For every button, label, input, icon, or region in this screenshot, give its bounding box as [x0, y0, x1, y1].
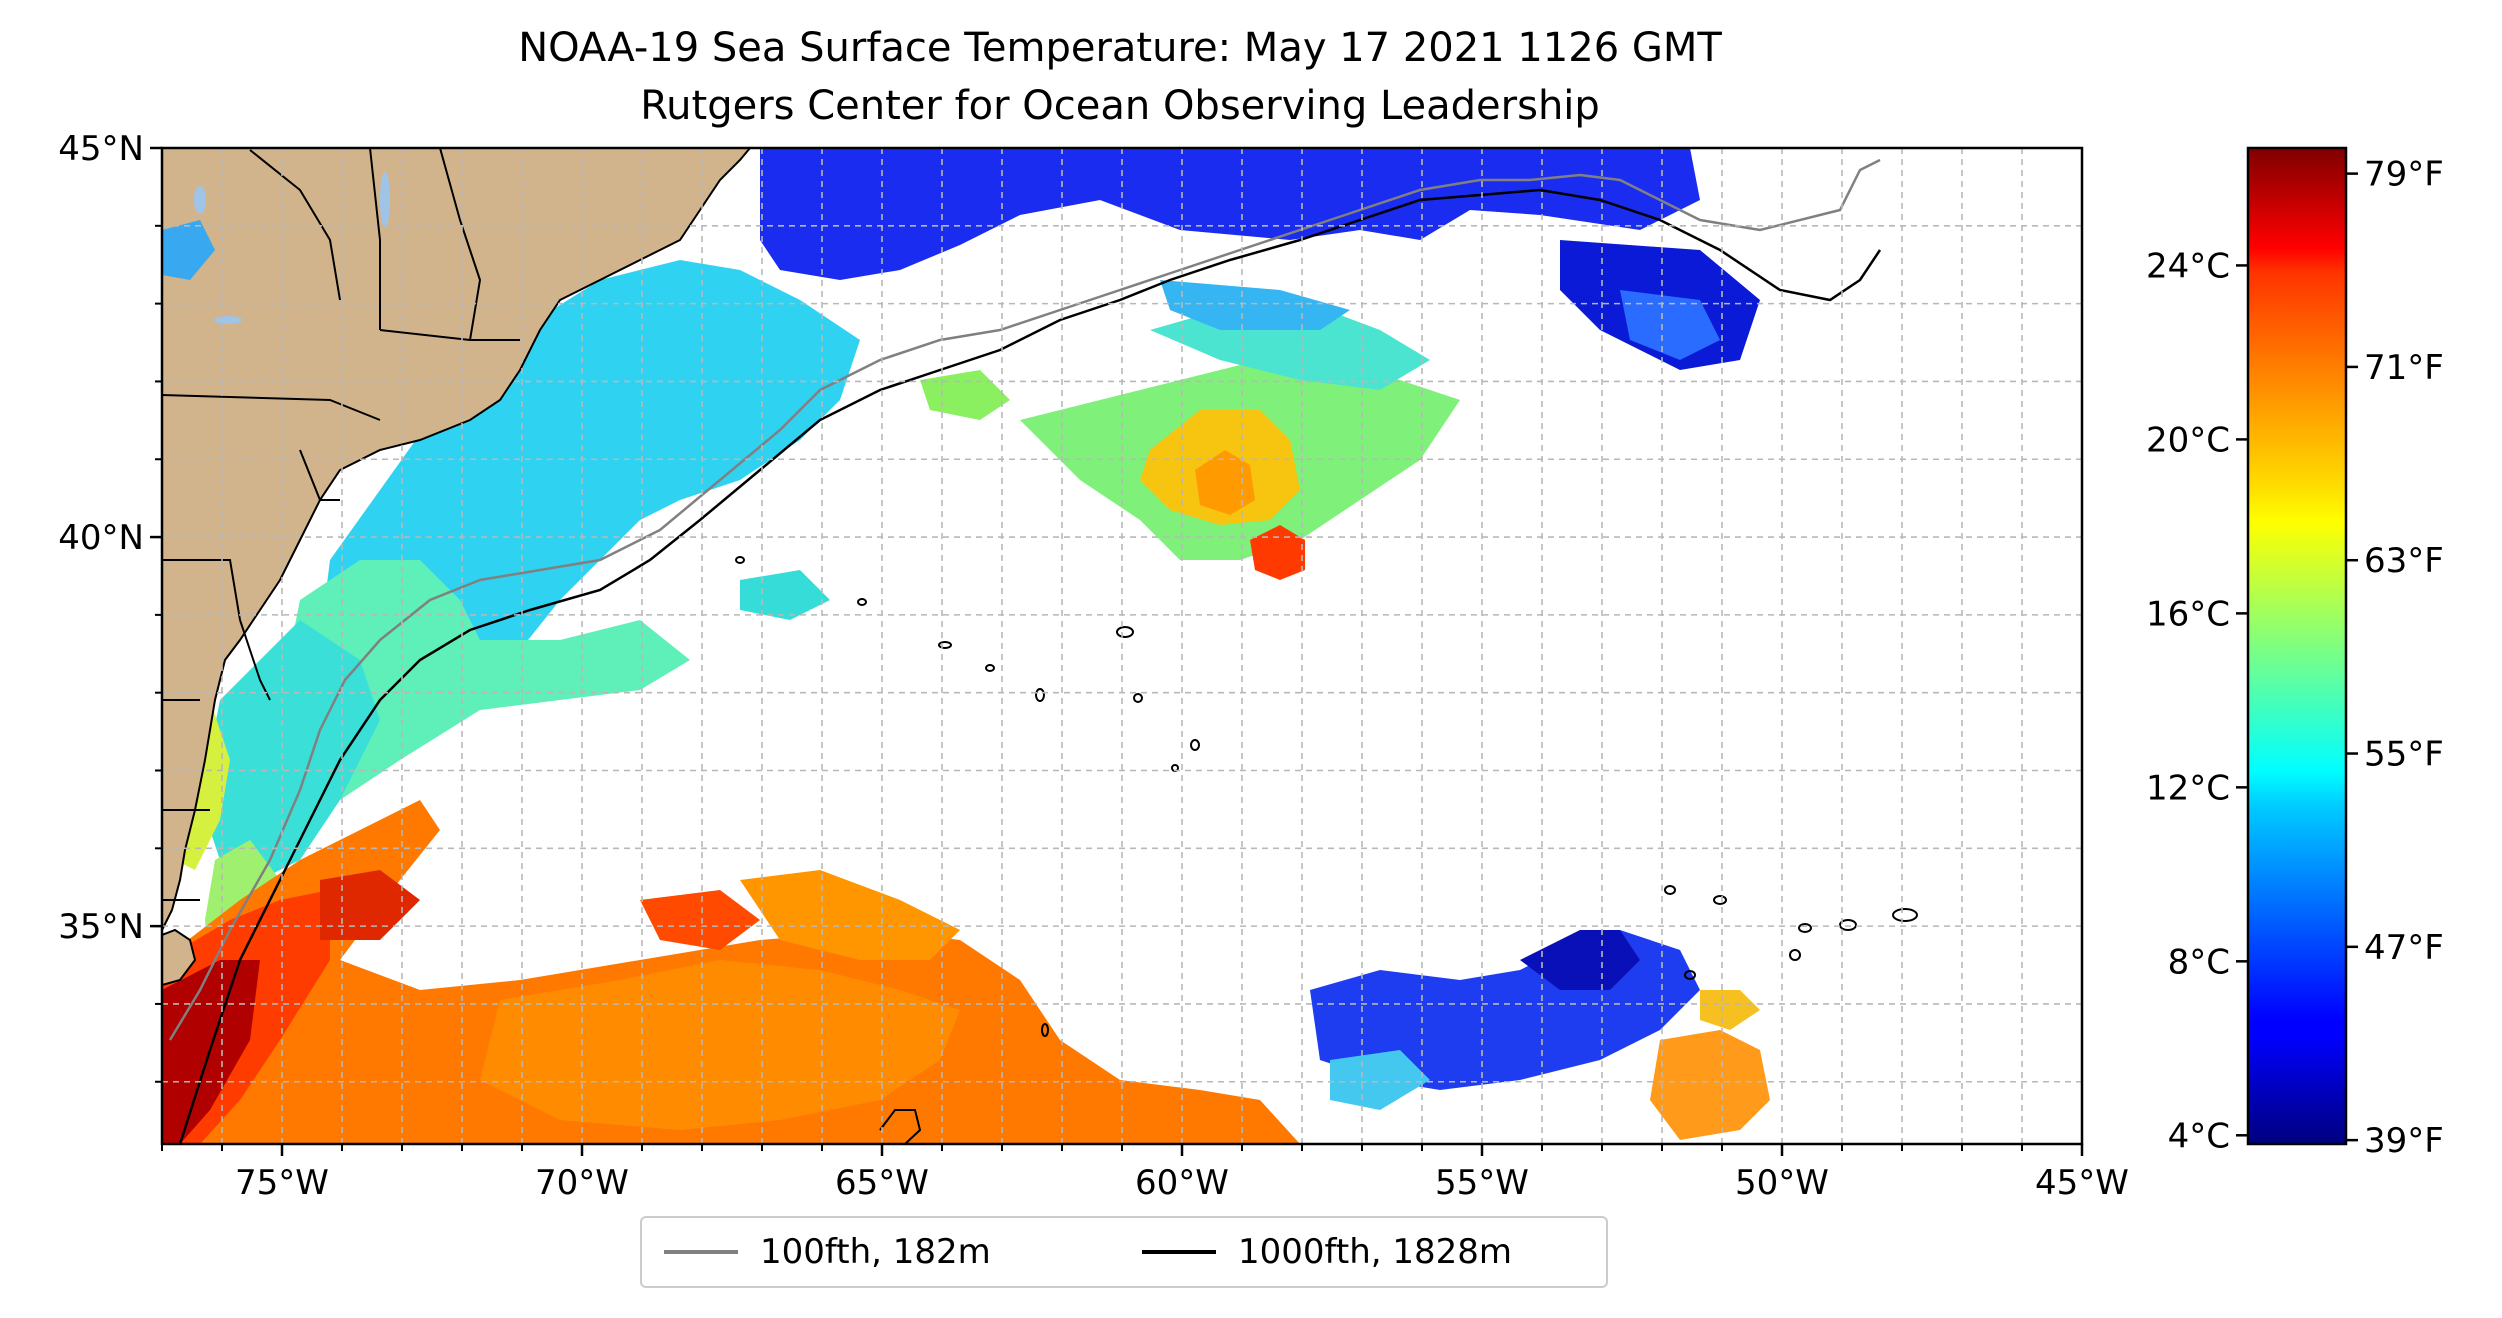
colorbar-fahrenheit-label: 63°F	[2364, 541, 2444, 581]
seamount-contours	[735, 556, 1918, 1144]
colorbar-fahrenheit-label: 55°F	[2364, 735, 2444, 775]
map-area	[162, 148, 2082, 1144]
y-tick-label: 45°N	[58, 129, 144, 169]
x-axis-ticks: 75°W 70°W 65°W 60°W 55°W 50°W 45°W	[161, 1144, 2129, 1203]
contour-100fth	[168, 158, 1881, 1041]
y-tick-label: 35°N	[58, 907, 144, 947]
sst-patch-orange-mid	[740, 870, 960, 960]
map-title: NOAA-19 Sea Surface Temperature: May 17 …	[518, 25, 1722, 71]
legend-item-100fth: 100fth, 182m	[664, 1230, 991, 1274]
x-tick-label: 50°W	[1735, 1163, 1829, 1203]
sst-patch-red-south	[640, 890, 760, 950]
sst-patch-cyan-se	[1330, 1050, 1430, 1110]
x-tick-label: 65°W	[835, 1163, 929, 1203]
x-tick-label: 60°W	[1135, 1163, 1229, 1203]
map-subtitle: Rutgers Center for Ocean Observing Leade…	[640, 83, 1600, 129]
colorbar-celsius-ticks: 24°C 20°C 16°C 12°C 8°C 4°C	[2146, 246, 2248, 1156]
sst-patch-gulfstream-dark	[162, 960, 260, 1144]
x-tick-label: 75°W	[235, 1163, 329, 1203]
colorbar-fahrenheit-label: 39°F	[2364, 1121, 2444, 1161]
colorbar-fahrenheit-label: 71°F	[2364, 348, 2444, 388]
colorbar-fahrenheit-label: 47°F	[2364, 928, 2444, 968]
x-tick-label: 55°W	[1435, 1163, 1529, 1203]
y-tick-label: 40°N	[58, 518, 144, 558]
sst-patch-red-streak	[320, 870, 420, 940]
colorbar	[2246, 146, 2348, 1146]
colorbar-fahrenheit-label: 79°F	[2364, 155, 2444, 195]
sst-patch-dark-blue-se	[1520, 930, 1640, 990]
state-borders	[162, 148, 520, 901]
legend-label-100fth: 100fth, 182m	[760, 1232, 991, 1272]
sst-patch-midatlantic	[200, 620, 380, 880]
bathymetry-legend: 100fth, 182m 1000fth, 1828m	[640, 1216, 1608, 1288]
y-axis-ticks: 45°N 40°N 35°N	[58, 129, 162, 1083]
sst-patch-orange-se	[1650, 1030, 1770, 1140]
colorbar-celsius-label: 16°C	[2146, 594, 2230, 634]
legend-label-1000fth: 1000fth, 1828m	[1238, 1232, 1513, 1272]
sst-field	[162, 148, 1770, 1144]
x-tick-label: 45°W	[2035, 1163, 2129, 1203]
sst-patch-yellow-se	[1700, 990, 1760, 1030]
colorbar-fahrenheit-ticks: 79°F 71°F 63°F 55°F 47°F 39°F	[2346, 155, 2444, 1161]
colorbar-celsius-label: 8°C	[2168, 942, 2230, 982]
colorbar-celsius-label: 4°C	[2168, 1116, 2230, 1156]
sst-patch-orange-south	[480, 960, 960, 1130]
colorbar-celsius-label: 20°C	[2146, 420, 2230, 460]
land-mass-south	[162, 928, 197, 987]
sst-patch-northwest-cyan	[162, 220, 215, 280]
sst-patch-red-eddy	[1250, 525, 1305, 580]
map-gridlines	[161, 148, 2082, 1144]
legend-item-1000fth: 1000fth, 1828m	[1142, 1230, 1512, 1274]
colorbar-celsius-label: 12°C	[2146, 768, 2230, 808]
contour-1000fth	[178, 188, 1882, 1144]
x-tick-label: 70°W	[535, 1163, 629, 1203]
sst-patch-cold-north	[760, 148, 1700, 280]
legend-swatch-100fth	[664, 1250, 738, 1254]
sst-patch-warm-core	[1195, 450, 1255, 515]
colorbar-celsius-label: 24°C	[2146, 246, 2230, 286]
sst-patch-shelf-green	[280, 560, 690, 800]
legend-swatch-1000fth	[1142, 1250, 1216, 1254]
sst-patch-blue-ne	[1620, 290, 1720, 360]
